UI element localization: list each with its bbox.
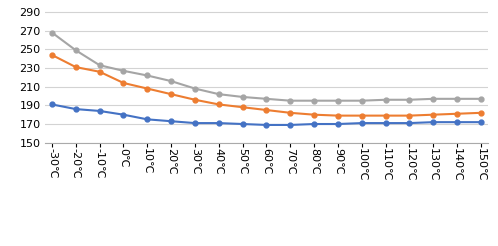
D706 #2 (240, 106, 246, 109)
D706 #1 (478, 121, 484, 124)
D706 #3 (406, 98, 412, 101)
D706 #3 (73, 49, 79, 52)
D706 #1 (192, 122, 198, 124)
D706 #3 (478, 97, 484, 100)
D706 #1 (287, 123, 293, 126)
D706 #3 (121, 69, 126, 72)
D706 #1 (121, 113, 126, 116)
D706 #3 (49, 31, 55, 34)
D706 #2 (192, 98, 198, 101)
D706 #1 (97, 109, 103, 112)
D706 #2 (311, 113, 317, 116)
D706 #3 (311, 99, 317, 102)
D706 #1 (454, 121, 460, 124)
D706 #2 (97, 70, 103, 73)
D706 #1 (73, 108, 79, 110)
D706 #1 (430, 121, 436, 124)
D706 #3 (240, 95, 246, 98)
D706 #2 (263, 108, 269, 111)
D706 #2 (216, 103, 222, 106)
D706 #2 (406, 114, 412, 117)
D706 #2 (168, 93, 174, 96)
D706 #1 (263, 123, 269, 126)
D706 #3 (382, 98, 388, 101)
D706 #3 (168, 80, 174, 83)
D706 #3 (97, 64, 103, 67)
D706 #2 (335, 114, 341, 117)
Line: D706 #1: D706 #1 (49, 102, 484, 127)
D706 #3 (454, 97, 460, 100)
D706 #2 (382, 114, 388, 117)
D706 #1 (144, 118, 150, 121)
D706 #1 (49, 103, 55, 106)
D706 #1 (216, 122, 222, 124)
D706 #1 (359, 122, 365, 124)
D706 #2 (73, 66, 79, 69)
D706 #2 (454, 112, 460, 115)
D706 #3 (144, 74, 150, 77)
D706 #1 (382, 122, 388, 124)
Line: D706 #3: D706 #3 (49, 30, 484, 103)
D706 #1 (311, 123, 317, 125)
D706 #1 (335, 123, 341, 125)
D706 #3 (216, 93, 222, 96)
D706 #3 (263, 97, 269, 100)
D706 #2 (144, 87, 150, 90)
D706 #2 (359, 114, 365, 117)
D706 #2 (478, 111, 484, 114)
D706 #2 (430, 113, 436, 116)
D706 #2 (121, 81, 126, 84)
D706 #3 (359, 99, 365, 102)
D706 #1 (168, 120, 174, 123)
D706 #3 (335, 99, 341, 102)
D706 #3 (430, 97, 436, 100)
D706 #3 (192, 87, 198, 90)
D706 #2 (49, 53, 55, 56)
Line: D706 #2: D706 #2 (49, 53, 484, 118)
D706 #1 (240, 123, 246, 125)
D706 #3 (287, 99, 293, 102)
D706 #1 (406, 122, 412, 124)
D706 #2 (287, 111, 293, 114)
